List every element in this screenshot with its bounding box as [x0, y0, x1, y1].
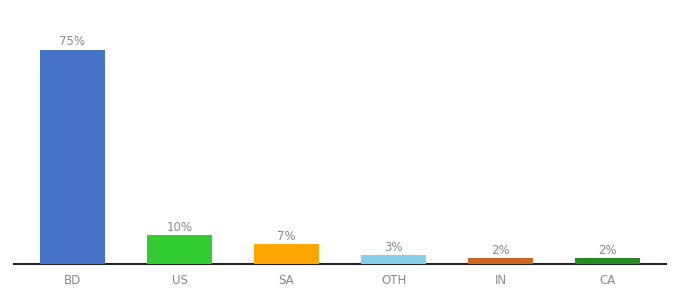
Bar — [469, 258, 532, 264]
Text: 2%: 2% — [491, 244, 510, 257]
Bar — [361, 255, 426, 264]
Bar — [254, 244, 319, 264]
Bar — [575, 258, 640, 264]
Text: 75%: 75% — [59, 35, 86, 48]
Bar — [148, 236, 211, 264]
Text: 10%: 10% — [167, 221, 192, 234]
Bar — [40, 50, 105, 264]
Text: 3%: 3% — [384, 241, 403, 254]
Text: 7%: 7% — [277, 230, 296, 243]
Text: 2%: 2% — [598, 244, 617, 257]
